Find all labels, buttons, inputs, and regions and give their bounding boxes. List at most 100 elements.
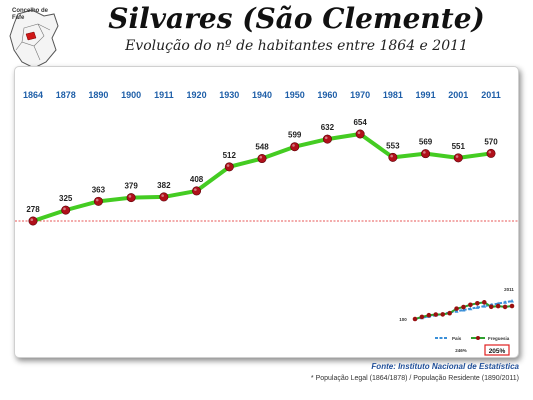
page-subtitle: Evolução do nº de habitantes entre 1864 … — [125, 38, 468, 54]
marker-highlight — [95, 198, 99, 202]
data-marker — [126, 193, 136, 203]
inset-pais-marker — [468, 306, 473, 311]
marker-highlight — [63, 207, 66, 211]
year-label: 2001 — [448, 90, 468, 100]
year-label: 1864 — [23, 90, 43, 100]
year-label: 1940 — [252, 90, 272, 100]
fafe-map-icon — [9, 9, 59, 69]
year-label: 1981 — [383, 90, 403, 100]
data-label: 570 — [484, 137, 498, 146]
data-label: 553 — [386, 141, 400, 150]
data-marker — [322, 134, 332, 144]
marker-highlight — [30, 218, 34, 221]
marker-highlight — [194, 188, 197, 191]
marker-highlight — [390, 154, 393, 158]
year-label: 1890 — [88, 90, 108, 100]
data-label: 512 — [223, 151, 237, 160]
footnote-text: * População Legal (1864/1878) / Populaçã… — [310, 375, 519, 382]
data-label: 408 — [190, 175, 204, 184]
data-marker — [388, 152, 398, 162]
marker-highlight — [488, 150, 492, 154]
inset-freguesia-marker — [495, 303, 501, 309]
inset-freguesia-marker — [454, 306, 459, 311]
data-label: 599 — [288, 131, 302, 140]
data-label: 551 — [452, 142, 466, 151]
inset-pais-marker — [503, 300, 508, 304]
data-marker — [453, 153, 463, 163]
population-chart: 1864 1878 1890 1900 1911 1920 1930 1940 1950 1960… — [15, 90, 518, 356]
data-point: 382 — [157, 181, 171, 202]
data-point: 379 — [124, 182, 138, 203]
data-label: 569 — [419, 138, 433, 147]
year-label: 1878 — [56, 90, 76, 100]
inset-freguesia-marker — [461, 304, 466, 310]
data-marker — [290, 142, 300, 152]
data-marker — [93, 196, 103, 206]
inset-chart: 2011 100 País Freguesia 246% 205% — [399, 287, 514, 356]
inset-pais-marker — [461, 308, 466, 312]
map-label-line2: Fafe — [12, 15, 25, 21]
concelho-map: Concelho de Fafe — [4, 4, 64, 74]
data-point: 599 — [288, 131, 302, 152]
data-label: 632 — [321, 123, 335, 132]
data-marker — [257, 154, 267, 164]
inset-pais-growth: 246% — [455, 348, 467, 353]
inset-legend-freguesia: Freguesia — [488, 336, 510, 341]
year-label: 1911 — [154, 90, 174, 100]
inset-freguesia-marker — [412, 316, 418, 322]
data-label: 325 — [59, 194, 73, 203]
inset-freguesia-marker — [419, 314, 425, 320]
inset-freguesia-marker — [468, 302, 473, 308]
data-point: 548 — [255, 143, 269, 164]
data-label: 379 — [124, 182, 138, 191]
year-label: 1970 — [350, 90, 370, 100]
data-label: 382 — [157, 181, 171, 190]
marker-highlight — [292, 144, 295, 147]
year-label: 1920 — [187, 90, 207, 100]
inset-pais-marker — [475, 305, 480, 309]
marker-highlight — [259, 155, 263, 159]
data-point: 570 — [484, 137, 498, 158]
data-label: 654 — [353, 118, 367, 127]
data-point: 325 — [59, 194, 73, 215]
source-text: Fonte: Instituto Nacional de Estatística — [371, 362, 519, 371]
data-point: 512 — [223, 151, 237, 172]
inset-pais-marker — [510, 299, 514, 303]
data-point: 569 — [419, 138, 433, 159]
inset-start-label: 100 — [399, 317, 407, 322]
inset-highlight-box — [484, 344, 510, 356]
data-point: 654 — [353, 118, 367, 139]
data-label: 548 — [255, 143, 269, 152]
inset-legend-freguesia-marker — [476, 336, 480, 340]
data-marker — [421, 149, 431, 159]
data-point: 632 — [321, 123, 335, 144]
data-point: 408 — [190, 175, 204, 196]
inset-freguesia-marker — [488, 304, 494, 310]
marker-highlight — [455, 155, 459, 158]
data-marker — [28, 216, 38, 226]
year-label: 1930 — [219, 90, 239, 100]
data-marker — [486, 148, 496, 158]
data-marker — [61, 205, 71, 215]
map-label-line1: Concelho de — [12, 8, 49, 14]
marker-highlight — [226, 164, 230, 167]
data-label: 278 — [26, 205, 40, 214]
inset-legend-pais: País — [452, 336, 462, 341]
inset-freguesia-marker — [447, 310, 452, 316]
inset-freguesia-marker — [502, 304, 508, 310]
marker-highlight — [324, 136, 328, 140]
data-point: 551 — [452, 142, 466, 163]
year-label: 1991 — [416, 90, 436, 100]
marker-highlight — [128, 195, 132, 198]
year-label: 1950 — [285, 90, 305, 100]
marker-highlight — [423, 151, 426, 154]
data-marker — [355, 129, 365, 139]
year-label: 2011 — [481, 90, 501, 100]
data-point: 553 — [386, 141, 400, 162]
inset-freguesia-marker — [475, 301, 480, 306]
inset-year-label: 2011 — [504, 287, 514, 292]
inset-freguesia-marker — [426, 312, 432, 318]
inset-freguesia-growth: 205% — [489, 348, 506, 355]
data-point: 278 — [26, 205, 40, 226]
year-label: 1900 — [121, 90, 141, 100]
